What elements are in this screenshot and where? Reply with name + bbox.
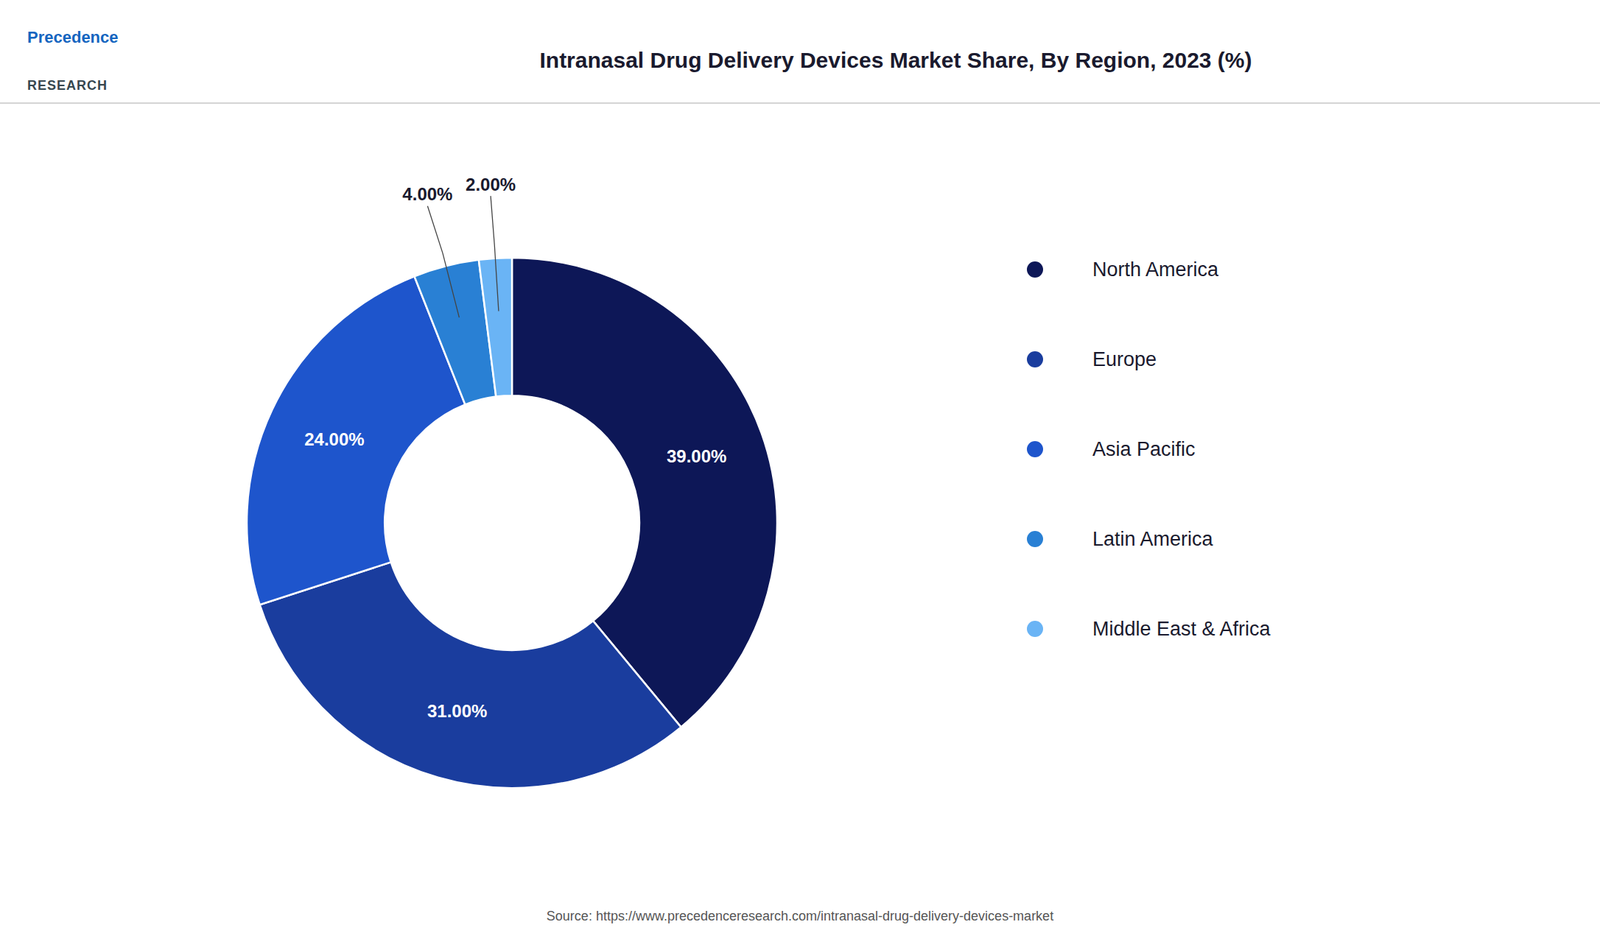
legend-swatch <box>1026 531 1044 548</box>
chart: Precedence RESEARCH Intranasal Drug Delive… <box>0 0 1600 947</box>
legend-label: Middle East & Africa <box>1092 618 1272 641</box>
leader-line <box>427 206 459 318</box>
data-label: 39.00% <box>666 446 727 467</box>
data-label: 2.00% <box>465 174 516 195</box>
data-labels: 39.00% 31.00% 24.00% 4.00% 2.00% <box>304 174 727 722</box>
logo-subtext: RESEARCH <box>27 78 108 93</box>
legend-swatch <box>1026 261 1044 278</box>
data-label: 24.00% <box>304 429 364 450</box>
leader-line <box>490 195 499 311</box>
wedge <box>478 257 512 398</box>
separator <box>0 102 1600 104</box>
legend-swatch <box>1026 620 1044 638</box>
source: Source: https://www.precedenceresearch.c… <box>546 909 1054 924</box>
legend-label: Asia Pacific <box>1092 438 1196 461</box>
legend-label: Europe <box>1092 348 1157 371</box>
data-label: 31.00% <box>427 701 487 722</box>
logo-text: Precedence <box>27 27 119 47</box>
title: Intranasal Drug Delivery Devices Market … <box>539 47 1252 73</box>
legend-swatch <box>1026 441 1044 458</box>
data-label: 4.00% <box>402 184 453 205</box>
legend-label: North America <box>1092 258 1220 281</box>
wedges <box>246 257 778 789</box>
legend-swatch <box>1026 351 1044 368</box>
wedge <box>260 562 682 789</box>
wedge <box>246 276 465 605</box>
legend-label: Latin America <box>1092 528 1214 551</box>
background <box>0 0 1600 947</box>
legend: North America Europe Asia Pacific Latin Ame… <box>1026 258 1272 641</box>
